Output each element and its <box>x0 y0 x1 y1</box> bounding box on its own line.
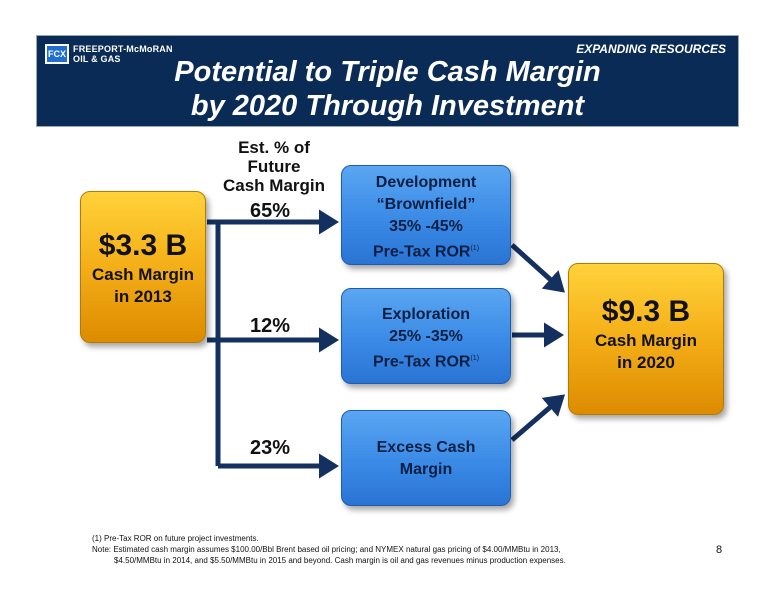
est-percent-label: Est. % of Future Cash Margin <box>222 138 326 195</box>
target-value: $9.3 B <box>601 295 691 328</box>
footnote-marker: (1) <box>470 245 480 252</box>
excess-cash-box: Excess Cash Margin <box>341 410 511 506</box>
target-label-line-1: Cash Margin <box>594 331 698 350</box>
page-number: 8 <box>716 544 723 556</box>
footnotes: (1) Pre-Tax ROR on future project invest… <box>92 533 566 566</box>
pct-development: 65% <box>249 200 291 222</box>
arrow-excess-to-target <box>510 394 566 442</box>
trunk-line <box>207 219 221 466</box>
note-line-1: Note: Estimated cash margin assumes $100… <box>92 545 561 554</box>
tagline: EXPANDING RESOURCES <box>576 42 726 56</box>
slide-title-line-2: by 2020 Through Investment <box>190 90 585 122</box>
note-line-2: $4.50/MMBtu in 2014, and $5.50/MMBtu in … <box>114 556 566 565</box>
target-label-line-2: in 2020 <box>617 353 675 372</box>
source-label-line-1: Cash Margin <box>91 265 195 284</box>
arrow-development-to-target <box>510 243 565 293</box>
target-cash-margin-box: $9.3 B Cash Margin in 2020 <box>568 263 724 415</box>
source-label-line-2: in 2013 <box>114 287 172 306</box>
footnote-1: (1) Pre-Tax ROR on future project invest… <box>92 534 259 543</box>
exploration-box: Exploration 25% -35% Pre-Tax ROR(1) <box>341 288 511 384</box>
pct-excess: 23% <box>249 437 291 459</box>
slide-title-line-1: Potential to Triple Cash Margin <box>174 56 601 88</box>
footnote-marker: (1) <box>470 355 480 362</box>
header-banner: FCX FREEPORT-McMoRAN OIL & GAS EXPANDING… <box>36 35 739 127</box>
logo-line-1: FREEPORT-McMoRAN <box>73 44 173 54</box>
pct-exploration: 12% <box>249 315 291 337</box>
logo-line-2: OIL & GAS <box>73 54 121 64</box>
source-cash-margin-box: $3.3 B Cash Margin in 2013 <box>80 191 206 343</box>
logo-mark-icon: FCX <box>45 44 69 64</box>
source-value: $3.3 B <box>98 229 188 262</box>
company-logo: FCX FREEPORT-McMoRAN OIL & GAS <box>45 44 173 64</box>
development-box: Development “Brownfield” 35% -45% Pre-Ta… <box>341 165 511 265</box>
